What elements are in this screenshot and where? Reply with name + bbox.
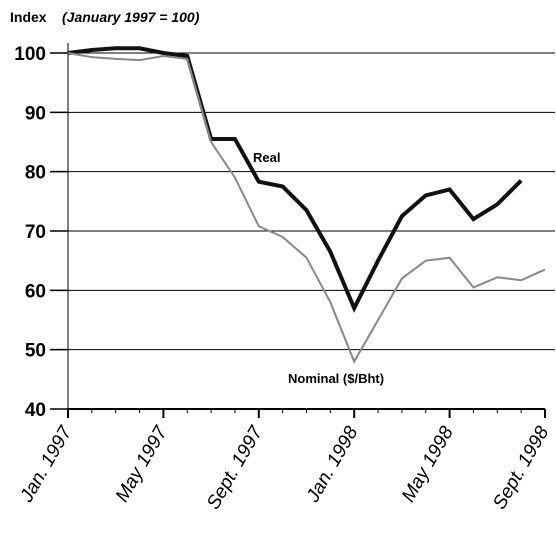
- x-tick-label: May 1997: [112, 422, 173, 506]
- y-tick-label: 100: [14, 44, 46, 65]
- y-axis-label: Index: [10, 9, 47, 25]
- x-tick-label: Jan. 1998: [302, 423, 363, 507]
- y-tick-label: 90: [25, 103, 46, 124]
- y-tick-label: 80: [25, 163, 46, 184]
- series-label: Real: [253, 150, 280, 165]
- x-tick-label: Sept. 1997: [203, 422, 268, 513]
- x-tick-label: Jan. 1997: [16, 422, 77, 507]
- y-tick-label: 70: [25, 222, 46, 243]
- x-tick-label: Sept. 1998: [489, 423, 553, 513]
- y-tick-label: 40: [25, 400, 46, 421]
- y-tick-label: 50: [25, 341, 46, 362]
- x-tick-label: May 1998: [398, 423, 458, 506]
- series-line: [67, 52, 546, 364]
- series-label: Nominal ($/Bht): [288, 371, 384, 386]
- series-line: [67, 46, 523, 313]
- y-tick-label: 60: [25, 281, 46, 302]
- y-axis-note: (January 1997 = 100): [62, 9, 200, 25]
